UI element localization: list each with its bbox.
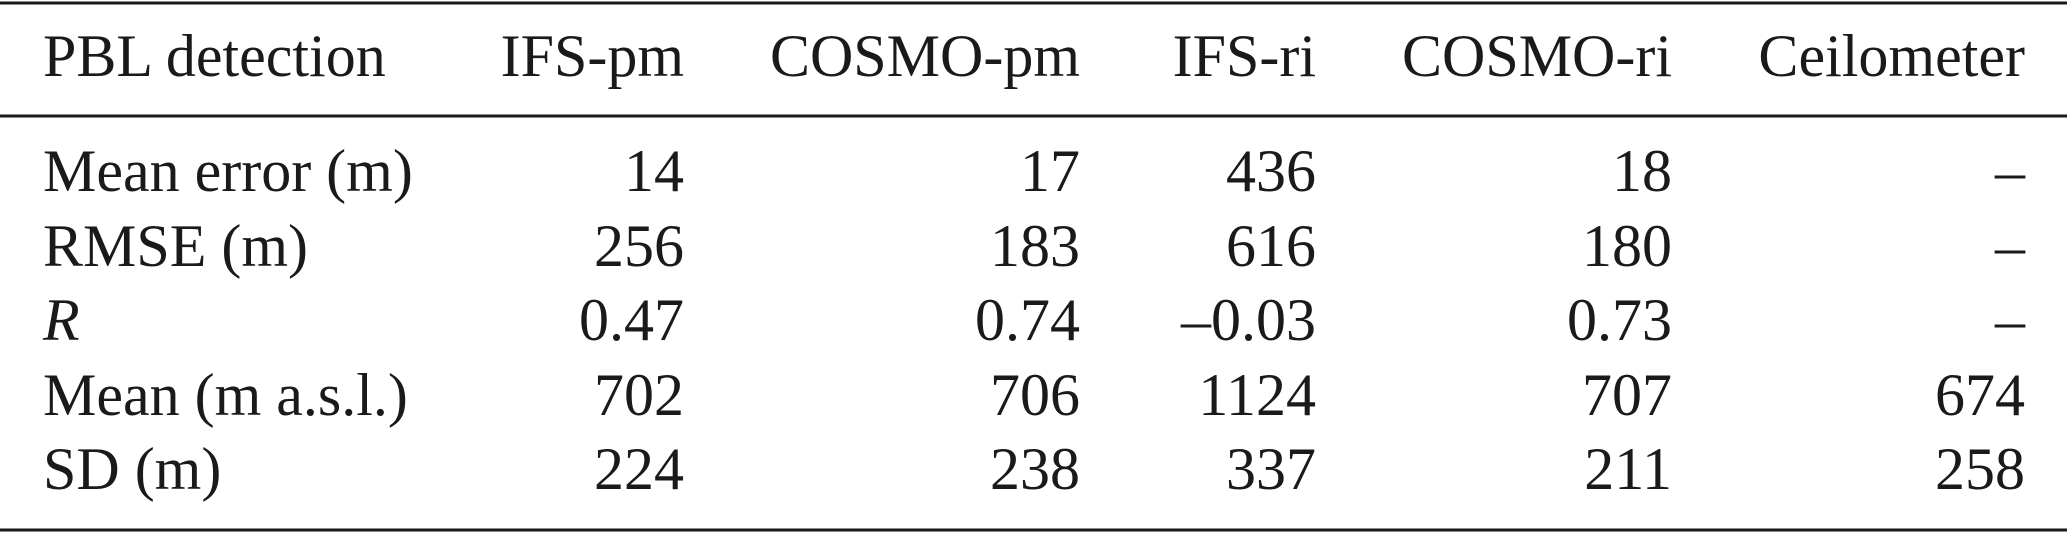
- header-cell: COSMO-pm: [770, 23, 1080, 89]
- header-cell: PBL detection: [43, 23, 386, 89]
- cell: 0.73: [1567, 287, 1672, 353]
- cell: 702: [594, 362, 684, 428]
- cell: –0.03: [1180, 287, 1316, 353]
- row-label: Mean error (m): [43, 138, 413, 204]
- cell: 616: [1226, 213, 1316, 279]
- cell: 258: [1935, 436, 2025, 502]
- header-cell: Ceilometer: [1758, 23, 2025, 89]
- cell: 0.74: [975, 287, 1080, 353]
- cell: 224: [594, 436, 684, 502]
- cell: 18: [1612, 138, 1672, 204]
- cell: 674: [1935, 362, 2025, 428]
- row-label: Mean (m a.s.l.): [43, 362, 408, 428]
- cell: 436: [1226, 138, 1316, 204]
- header-cell: COSMO-ri: [1402, 23, 1672, 89]
- cell: 14: [624, 138, 684, 204]
- cell: –: [1994, 287, 2026, 353]
- header-cell: IFS-ri: [1173, 23, 1316, 89]
- cell: 0.47: [579, 287, 684, 353]
- cell: –: [1994, 138, 2026, 204]
- row-label: RMSE (m): [43, 213, 308, 279]
- cell: 238: [990, 436, 1080, 502]
- cell: 1124: [1198, 362, 1316, 428]
- cell: 17: [1020, 138, 1080, 204]
- row-label: R: [42, 287, 80, 353]
- cell: 256: [594, 213, 684, 279]
- cell: 337: [1226, 436, 1316, 502]
- cell: 183: [990, 213, 1080, 279]
- cell: –: [1994, 213, 2026, 279]
- row-label: SD (m): [43, 436, 221, 502]
- header-cell: IFS-pm: [501, 23, 684, 89]
- cell: 180: [1582, 213, 1672, 279]
- cell: 707: [1582, 362, 1672, 428]
- cell: 706: [990, 362, 1080, 428]
- cell: 211: [1584, 436, 1672, 502]
